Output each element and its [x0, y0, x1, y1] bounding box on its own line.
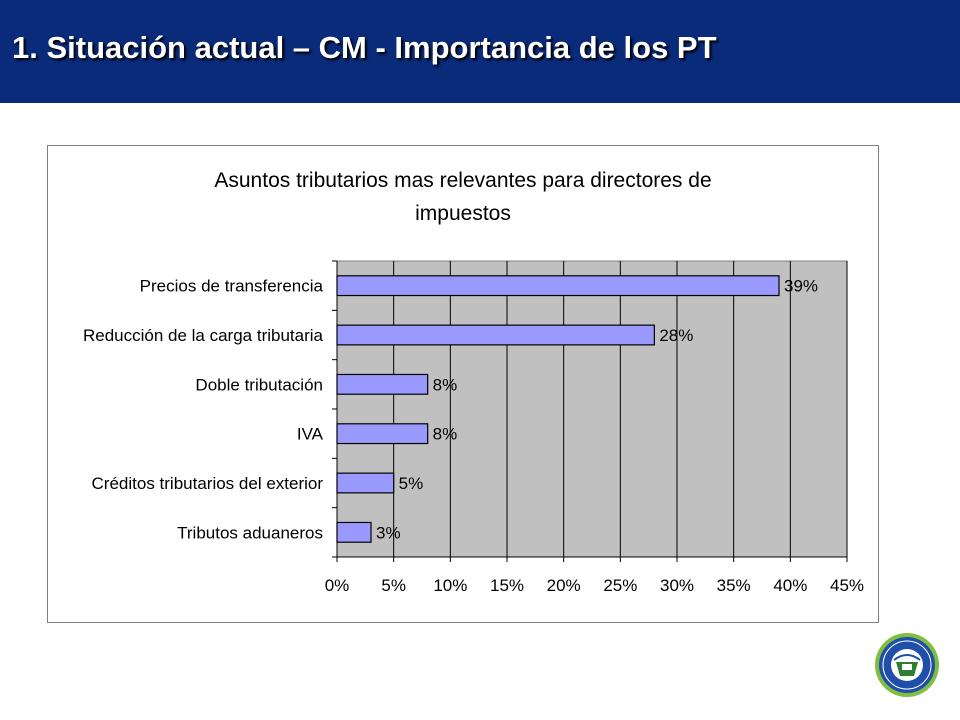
tick-label: 20%	[547, 576, 581, 595]
tick-label: 0%	[325, 576, 350, 595]
chart-frame: Asuntos tributarios mas relevantes para …	[47, 145, 879, 623]
category-label: IVA	[297, 425, 324, 444]
bar	[336, 521, 372, 543]
data-label: 39%	[784, 277, 818, 296]
tick-label: 35%	[717, 576, 751, 595]
tick-label: 15%	[490, 576, 524, 595]
bar	[336, 275, 780, 297]
tick-label: 40%	[773, 576, 807, 595]
chart-title-line: Asuntos tributarios mas relevantes para …	[214, 169, 711, 192]
data-label: 3%	[376, 523, 401, 542]
data-label: 5%	[399, 474, 424, 493]
category-label: Precios de transferencia	[140, 277, 324, 296]
category-label: Créditos tributarios del exterior	[92, 474, 324, 493]
category-label: Tributos aduaneros	[177, 523, 323, 542]
bar	[336, 472, 395, 494]
chart-title-line: impuestos	[415, 202, 511, 225]
data-label: 8%	[433, 425, 458, 444]
data-label: 8%	[433, 375, 458, 394]
institution-seal-logo	[875, 633, 939, 697]
tick-label: 5%	[381, 576, 406, 595]
header-band: 1. Situación actual – CM - Importancia d…	[0, 0, 960, 103]
tick-label: 25%	[603, 576, 637, 595]
bar	[336, 423, 429, 445]
category-label: Doble tributación	[195, 375, 323, 394]
category-label: Reducción de la carga tributaria	[83, 326, 324, 345]
bar	[336, 324, 655, 346]
plot-area	[336, 260, 848, 558]
tick-label: 45%	[830, 576, 864, 595]
data-label: 28%	[659, 326, 693, 345]
bar	[336, 373, 429, 395]
tick-label: 30%	[660, 576, 694, 595]
slide-title: 1. Situación actual – CM - Importancia d…	[12, 30, 717, 65]
tick-label: 10%	[433, 576, 467, 595]
bar-chart: Asuntos tributarios mas relevantes para …	[83, 169, 864, 595]
